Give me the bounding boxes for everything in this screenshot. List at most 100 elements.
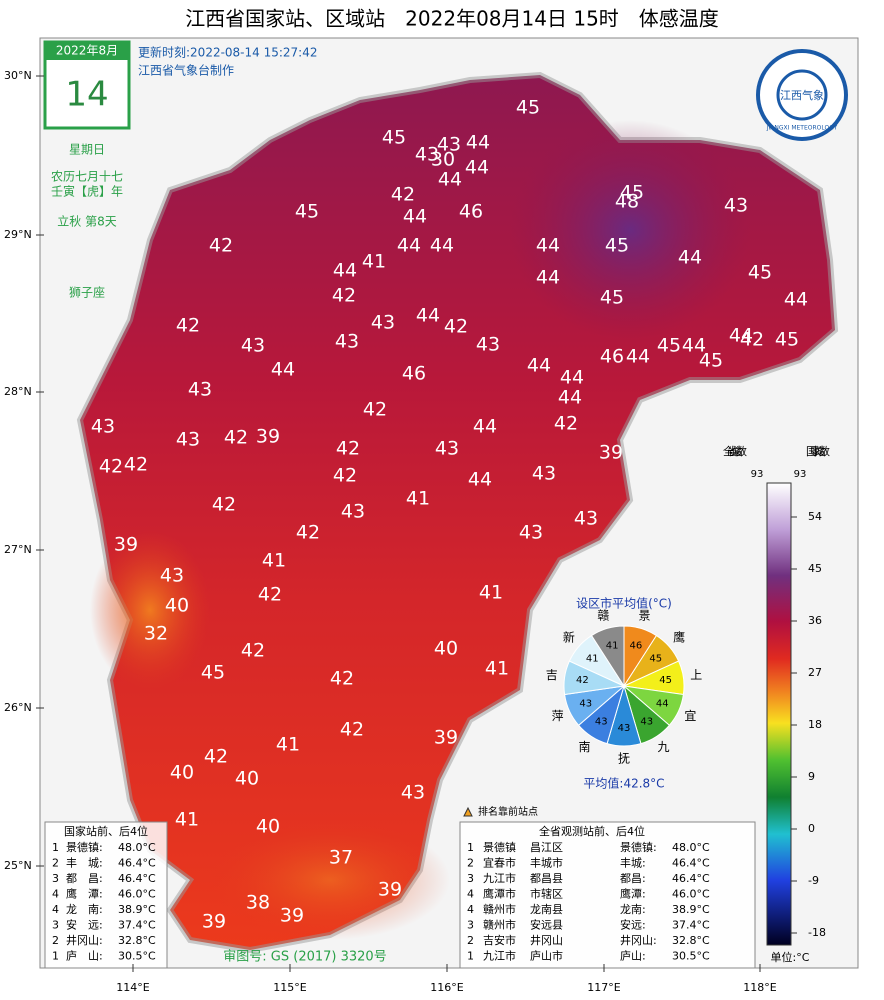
table-cell: 宜春市 [483,856,516,870]
station-value: 41 [175,809,199,831]
station-value: 42 [296,522,320,544]
colorbar-tick-label: 36 [808,614,822,627]
station-value: 42 [124,454,148,476]
station-value: 42 [204,746,228,768]
colorbar-total: 93 [751,469,764,480]
table-cell: 37.4°C [118,919,156,932]
station-value: 45 [600,287,624,309]
table-cell: 景德镇: [66,840,103,854]
table-cell: 46.4°C [672,872,710,885]
station-value: 39 [114,534,138,556]
colorbar-tick-label: 54 [808,510,822,523]
station-value: 43 [724,195,748,217]
station-value: 42 [99,456,123,478]
station-value: 43 [476,334,500,356]
table-cell: 安远县 [530,918,563,932]
station-value: 43 [176,429,200,451]
cool-zone [90,530,210,690]
station-value: 38 [246,892,270,914]
station-value: 43 [435,438,459,460]
table-cell: 3 [52,872,59,885]
station-value: 44 [536,267,560,289]
station-value: 46 [402,363,426,385]
station-value: 32 [144,623,168,645]
table-cell: 都昌: [620,872,646,885]
station-value: 44 [626,346,650,368]
table-cell: 市辖区 [530,887,563,901]
table-cell: 1 [467,950,474,963]
table-cell: 井冈山: [66,933,103,947]
pie-value: 43 [595,716,608,727]
ganzhi-year: 壬寅【虎】年 [51,184,123,199]
station-value: 40 [165,595,189,617]
table-cell: 46.4°C [118,857,156,870]
station-value: 44 [682,335,706,357]
pie-label: 抚 [618,752,630,766]
table-cell: 丰城市 [530,856,563,870]
station-value: 45 [699,350,723,372]
logo-inner [776,69,828,121]
station-value: 43 [574,508,598,530]
legend-marker [463,806,473,817]
table-cell: 4 [52,903,59,916]
station-value: 41 [406,488,430,510]
pie-value: 43 [618,723,631,734]
pie-value: 46 [629,641,642,652]
station-value: 42 [340,719,364,741]
table-header: 国家站前、后4位 [64,824,148,838]
pie-value: 41 [586,653,599,664]
station-value: 43 [91,416,115,438]
table-cell: 3 [52,919,59,932]
station-value: 44 [678,247,702,269]
colorbar-tick-label: -9 [808,874,819,887]
table-cell: 1 [52,841,59,854]
lon-label: 116°E [430,981,463,994]
calendar-day: 14 [65,75,108,115]
station-value: 43 [160,565,184,587]
station-value: 43 [335,331,359,353]
producer: 江西省气象台制作 [138,63,234,78]
colorbar-tick-label: -18 [808,926,826,939]
station-value: 41 [362,251,386,273]
station-value: 42 [176,315,200,337]
table-cell: 38.9°C [118,903,156,916]
station-value: 44 [403,206,427,228]
table-cell: 32.8°C [118,934,156,947]
station-value: 39 [599,442,623,464]
calendar-month: 2022年8月 [56,44,118,58]
table-cell: 2 [467,857,474,870]
station-value: 44 [430,235,454,257]
pie-label: 景 [639,608,651,622]
colorbar-tick-label: 27 [808,666,822,679]
table-cell: 昌江区 [530,841,563,854]
station-value: 45 [775,329,799,351]
station-value: 41 [485,658,509,680]
table-cell: 1 [467,841,474,854]
colorbar-tick-label: 18 [808,718,822,731]
station-value: 46 [600,346,624,368]
lon-label: 118°E [743,981,776,994]
table-cell: 3 [467,919,474,932]
table-cell: 景德镇: [620,840,657,854]
station-value: 43 [532,463,556,485]
pie-label: 吉 [546,668,558,682]
station-value: 42 [444,316,468,338]
province-table-box [459,821,756,969]
station-value: 40 [170,762,194,784]
table-cell: 赣州市 [483,918,516,932]
pie-label: 南 [579,739,591,754]
station-value: 46 [459,201,483,223]
table-cell: 庐 山: [66,949,103,963]
table-cell: 30.5°C [118,950,156,963]
station-value: 44 [333,260,357,282]
station-value: 42 [391,184,415,206]
station-value: 42 [363,399,387,421]
table-cell: 安远: [620,918,646,932]
station-value: 45 [657,335,681,357]
station-value: 48 [615,191,639,213]
table-cell: 丰 城: [66,857,103,870]
table-cell: 丰城: [620,857,646,870]
table-cell: 九江市 [483,949,516,963]
pie-label: 新 [563,630,575,645]
station-value: 39 [434,727,458,749]
